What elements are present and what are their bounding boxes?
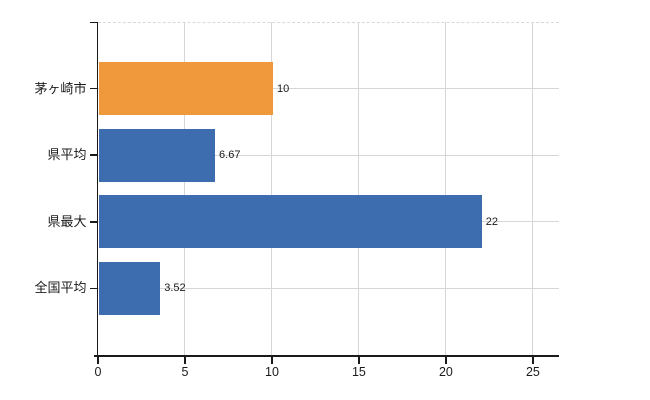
vertical-gridline xyxy=(532,22,534,355)
plot-area xyxy=(98,22,559,355)
horizontal-gridline xyxy=(98,287,559,289)
bar-3 xyxy=(99,195,482,249)
category-label-3: 県最大 xyxy=(47,213,87,229)
y-axis-tick xyxy=(89,87,97,90)
bar-value-label: 6.67 xyxy=(219,149,241,162)
bar-value-label: 22 xyxy=(485,215,498,228)
y-axis-tick xyxy=(89,287,97,290)
x-axis-line xyxy=(94,355,559,357)
x-axis-tick xyxy=(445,355,447,364)
horizontal-gridline xyxy=(98,88,559,90)
y-axis-tick xyxy=(89,154,97,156)
vertical-gridline xyxy=(445,22,447,355)
bar-1 xyxy=(99,62,273,116)
x-tick-label-10: 10 xyxy=(265,365,279,379)
bar-value-label: 10 xyxy=(276,82,290,95)
bar-4 xyxy=(99,261,161,315)
horizontal-gridline xyxy=(98,154,559,156)
x-axis-tick xyxy=(184,355,186,364)
x-axis-tick xyxy=(97,355,99,364)
vertical-gridline xyxy=(358,22,360,355)
x-tick-label-15: 15 xyxy=(351,365,366,379)
y-axis-top-tick xyxy=(89,21,97,23)
x-tick-label-5: 5 xyxy=(181,365,189,379)
x-axis-tick xyxy=(271,355,273,364)
x-axis-tick xyxy=(532,355,534,364)
x-tick-label-20: 20 xyxy=(438,365,453,379)
vertical-gridline xyxy=(271,22,273,355)
bar-2 xyxy=(99,128,216,182)
category-label-4: 全国平均 xyxy=(34,280,87,296)
x-tick-label-0: 0 xyxy=(94,365,102,379)
bar-value-label: 3.52 xyxy=(164,282,186,295)
y-axis-tick xyxy=(89,221,97,223)
x-axis-tick xyxy=(358,355,360,364)
category-label-1: 茅ヶ崎市 xyxy=(34,80,87,96)
x-tick-label-25: 25 xyxy=(525,365,540,379)
category-label-2: 県平均 xyxy=(47,147,87,163)
y-axis-line xyxy=(96,22,98,357)
vertical-gridline xyxy=(184,22,186,355)
